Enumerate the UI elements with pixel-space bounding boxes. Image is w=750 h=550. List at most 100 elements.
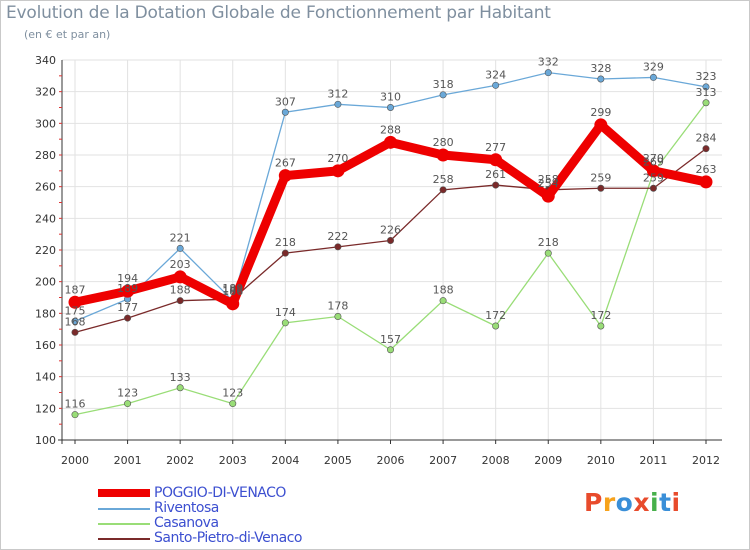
data-label-casanova-2006: 157 bbox=[380, 333, 401, 346]
data-point-casanova-2000 bbox=[71, 411, 79, 419]
data-point-santo-pietro-di-venaco-2010 bbox=[597, 184, 605, 192]
data-label-riventosa-2004: 307 bbox=[275, 95, 296, 108]
brand-letter: i bbox=[671, 488, 681, 517]
data-point-santo-pietro-di-venaco-2012 bbox=[702, 145, 710, 153]
legend: POGGIO-DI-VENACO Riventosa Casanova Sant… bbox=[98, 485, 358, 546]
data-label-casanova-2009: 218 bbox=[538, 236, 559, 249]
y-tick-label-320: 320 bbox=[35, 86, 56, 99]
data-label-riventosa-2007: 318 bbox=[433, 78, 454, 91]
data-label-santo-pietro-di-venaco-2010: 259 bbox=[590, 171, 611, 184]
data-point-riventosa-2009 bbox=[544, 69, 552, 77]
legend-label-santo-pietro: Santo-Pietro-di-Venaco bbox=[154, 530, 302, 546]
data-point-santo-pietro-di-venaco-2004 bbox=[281, 249, 289, 257]
series-riventosa bbox=[71, 69, 710, 325]
data-point-santo-pietro-di-venaco-2006 bbox=[386, 237, 394, 245]
data-label-casanova-2010: 172 bbox=[590, 309, 611, 322]
data-point-poggio-di-venaco-2008 bbox=[489, 153, 503, 167]
y-tick-label-100: 100 bbox=[35, 434, 56, 447]
x-tick-label-2000: 2000 bbox=[61, 454, 89, 467]
data-label-casanova-2000: 116 bbox=[65, 398, 86, 411]
data-label-santo-pietro-di-venaco-2007: 258 bbox=[433, 173, 454, 186]
data-label-riventosa-2009: 332 bbox=[538, 56, 559, 69]
series-santo-pietro-di-venaco bbox=[71, 145, 710, 336]
data-point-poggio-di-venaco-2010 bbox=[594, 118, 608, 132]
series-poggio-di-venaco bbox=[68, 118, 713, 311]
data-point-santo-pietro-di-venaco-2000 bbox=[71, 328, 79, 336]
legend-label-casanova: Casanova bbox=[154, 515, 219, 531]
series-casanova bbox=[71, 99, 710, 419]
data-point-casanova-2001 bbox=[124, 400, 132, 408]
x-tick-label-2004: 2004 bbox=[271, 454, 299, 467]
legend-item-poggio[interactable]: POGGIO-DI-VENACO bbox=[98, 485, 358, 501]
data-label-santo-pietro-di-venaco-2002: 188 bbox=[170, 284, 191, 297]
data-point-poggio-di-venaco-2006 bbox=[384, 135, 397, 149]
x-tick-label-2006: 2006 bbox=[377, 454, 405, 467]
y-tick-label-240: 240 bbox=[35, 212, 56, 225]
y-tick-label-140: 140 bbox=[35, 371, 56, 384]
data-label-riventosa-2012: 323 bbox=[696, 70, 717, 83]
legend-item-riventosa[interactable]: Riventosa bbox=[98, 500, 358, 516]
data-point-santo-pietro-di-venaco-2005 bbox=[334, 243, 342, 251]
data-label-santo-pietro-di-venaco-2006: 226 bbox=[380, 224, 401, 237]
data-label-casanova-2012: 313 bbox=[696, 86, 717, 99]
data-point-poggio-di-venaco-2004 bbox=[278, 169, 292, 183]
x-tick-label-2007: 2007 bbox=[429, 454, 457, 467]
legend-label-riventosa: Riventosa bbox=[154, 500, 219, 516]
data-label-casanova-2005: 178 bbox=[327, 300, 348, 313]
data-point-santo-pietro-di-venaco-2001 bbox=[124, 314, 132, 322]
data-label-riventosa-2005: 312 bbox=[327, 87, 348, 100]
data-point-poggio-di-venaco-2009 bbox=[541, 189, 555, 203]
data-label-poggio-di-venaco-2004: 267 bbox=[275, 157, 296, 170]
data-label-riventosa-2000: 175 bbox=[65, 304, 86, 317]
data-labels: 175 189 221 188 307 312 310 318 324 332 328 329 323 1… bbox=[65, 56, 717, 411]
data-point-riventosa-2012 bbox=[702, 83, 710, 91]
legend-item-santo-pietro[interactable]: Santo-Pietro-di-Venaco bbox=[98, 530, 358, 546]
data-label-casanova-2003: 123 bbox=[222, 387, 243, 400]
data-point-casanova-2008 bbox=[492, 322, 500, 330]
data-label-riventosa-2003: 188 bbox=[222, 284, 243, 297]
data-label-santo-pietro-di-venaco-2003: 189 bbox=[222, 282, 243, 295]
data-point-santo-pietro-di-venaco-2011 bbox=[649, 184, 657, 192]
series-group bbox=[68, 69, 713, 419]
data-label-riventosa-2008: 324 bbox=[485, 68, 506, 81]
x-axis-ticks: 2000 2001 2002 2003 2004 2005 2006 2007 2008 2009… bbox=[61, 440, 720, 467]
data-point-poggio-di-venaco-2005 bbox=[331, 164, 345, 178]
data-point-poggio-di-venaco-2007 bbox=[436, 148, 450, 162]
brand-letter: x bbox=[633, 488, 650, 517]
chart-title: Evolution de la Dotation Globale de Fonc… bbox=[6, 3, 551, 23]
data-point-santo-pietro-di-venaco-2002 bbox=[176, 297, 184, 305]
data-point-riventosa-2011 bbox=[649, 73, 657, 81]
data-point-riventosa-2008 bbox=[492, 81, 500, 89]
data-point-poggio-di-venaco-2001 bbox=[121, 284, 135, 298]
y-tick-label-260: 260 bbox=[35, 181, 56, 194]
data-point-casanova-2007 bbox=[439, 297, 447, 305]
data-point-casanova-2003 bbox=[229, 400, 237, 408]
data-label-poggio-di-venaco-2005: 270 bbox=[327, 152, 348, 165]
data-label-santo-pietro-di-venaco-2012: 284 bbox=[696, 132, 717, 145]
data-label-poggio-di-venaco-2012: 263 bbox=[696, 163, 717, 176]
data-label-poggio-di-venaco-2006: 288 bbox=[380, 123, 401, 136]
data-point-riventosa-2002 bbox=[176, 244, 184, 252]
data-label-poggio-di-venaco-2011: 270 bbox=[643, 152, 664, 165]
data-label-riventosa-2006: 310 bbox=[380, 91, 401, 104]
data-point-poggio-di-venaco-2012 bbox=[699, 175, 713, 189]
data-label-santo-pietro-di-venaco-2009: 258 bbox=[538, 173, 559, 186]
data-point-poggio-di-venaco-2011 bbox=[646, 164, 660, 178]
x-tick-label-2003: 2003 bbox=[219, 454, 247, 467]
legend-swatch-santo-pietro bbox=[98, 538, 150, 540]
data-label-poggio-di-venaco-2001: 194 bbox=[117, 272, 138, 285]
y-tick-label-180: 180 bbox=[35, 307, 56, 320]
data-label-poggio-di-venaco-2009: 254 bbox=[538, 177, 559, 190]
y-tick-label-300: 300 bbox=[35, 117, 56, 130]
y-axis-ticks: 100 120 140 160 180 200 220 240 260 280 300 320 340 bbox=[35, 54, 56, 447]
data-label-santo-pietro-di-venaco-2005: 222 bbox=[327, 230, 348, 243]
data-point-santo-pietro-di-venaco-2007 bbox=[439, 186, 447, 194]
data-label-riventosa-2002: 221 bbox=[170, 231, 191, 244]
legend-item-casanova[interactable]: Casanova bbox=[98, 515, 358, 531]
data-label-casanova-2011: 269 bbox=[643, 155, 664, 168]
brand-letter: P bbox=[584, 488, 603, 517]
data-label-poggio-di-venaco-2010: 299 bbox=[590, 106, 611, 119]
proxiti-logo: Proxiti bbox=[584, 488, 681, 517]
data-label-poggio-di-venaco-2003: 186 bbox=[222, 285, 243, 298]
